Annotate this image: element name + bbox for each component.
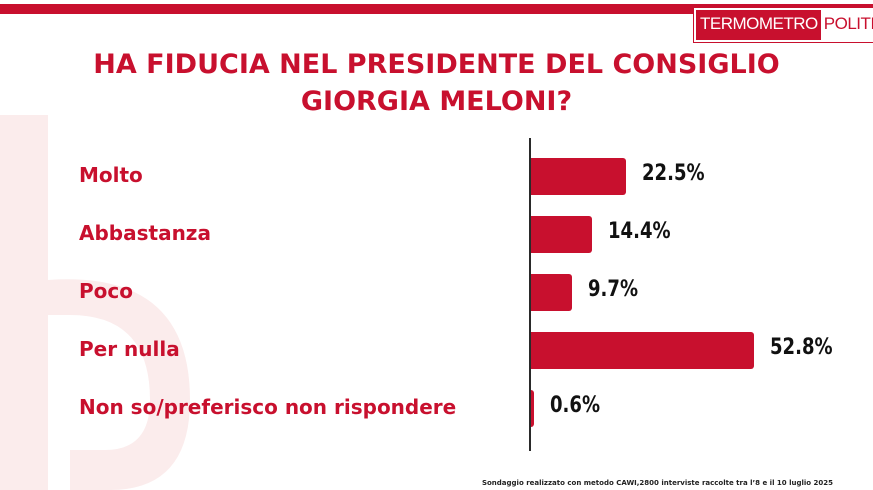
bar (531, 273, 573, 311)
logo-part-2: POLITICO (820, 10, 873, 40)
category-label: Poco (79, 279, 133, 303)
value-label: 52.8% (770, 335, 833, 360)
bar (531, 157, 627, 195)
value-label: 22.5% (642, 161, 705, 186)
termometro-politico-logo: TERMOMETRO POLITICO (694, 8, 873, 42)
chart-title: HA FIDUCIA NEL PRESIDENTE DEL CONSIGLIO … (0, 46, 873, 120)
top-accent-bar (0, 4, 873, 14)
bar (531, 215, 592, 253)
chart-title-line-1: HA FIDUCIA NEL PRESIDENTE DEL CONSIGLIO (93, 49, 780, 80)
category-label: Molto (79, 163, 143, 187)
value-label: 0.6% (549, 393, 600, 418)
value-label: 14.4% (607, 219, 671, 244)
value-label: 9.7% (588, 277, 639, 302)
chart-title-line-2: GIORGIA MELONI? (300, 86, 573, 117)
category-label: Per nulla (79, 337, 180, 361)
bar (531, 331, 755, 369)
logo-part-1: TERMOMETRO (696, 10, 821, 40)
survey-footnote: Sondaggio realizzato con metodo CAWI,280… (481, 479, 833, 487)
category-label: Non so/preferisco non rispondere (79, 395, 457, 419)
y-axis-line (529, 138, 531, 451)
category-label: Abbastanza (79, 221, 211, 245)
background-watermark (0, 115, 190, 490)
bar (531, 389, 534, 427)
